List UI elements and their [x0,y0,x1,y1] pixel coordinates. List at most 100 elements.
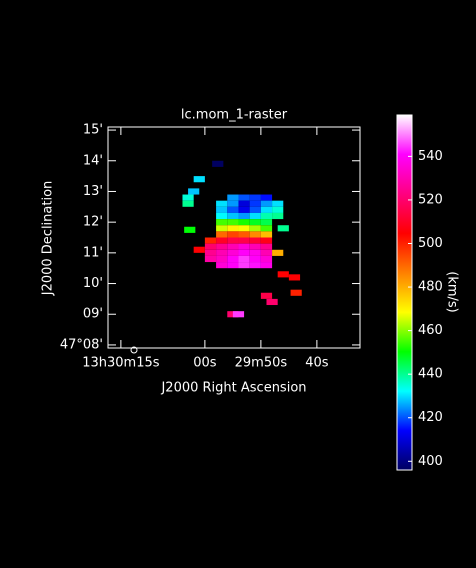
pixel [249,194,261,201]
y-tick-label: 13' [83,184,103,199]
pixel [227,219,239,226]
pixel [227,206,239,213]
pixel [216,212,228,220]
pixel [272,212,284,220]
pixel [260,243,273,250]
pixel [193,246,205,253]
pixel [216,219,228,226]
pixel [238,200,250,207]
colorbar-tick-label: 520 [418,192,443,207]
pixel [288,274,301,281]
colorbar-tick-label: 400 [418,454,443,469]
pixel [216,255,228,263]
y-axis-label: J2000 Declination [41,181,56,297]
pixel [249,206,261,213]
pixel [216,262,228,269]
pixel [260,237,273,244]
x-axis-label: J2000 Right Ascension [160,381,306,396]
pixel [216,200,228,207]
pixel [204,243,217,250]
pixel [227,249,239,256]
y-tick-label: 12' [83,215,103,230]
y-tick-label: 10' [83,276,103,291]
colorbar [396,114,413,471]
pixel [238,237,250,244]
pixel [227,262,239,269]
y-tick-label: 11' [83,245,103,260]
pixel [238,194,250,201]
pixel [227,237,239,244]
colorbar-label: (km/s) [445,271,460,313]
chart-title: lc.mom_1-raster [181,108,288,123]
pixel [238,206,250,213]
x-tick-label: 00s [193,356,217,371]
pixel [193,176,205,183]
y-tick-label: 47°08' [60,337,103,352]
pixel [238,225,250,232]
pixel [204,255,217,263]
pixel [260,225,273,232]
pixel [238,219,250,226]
pixel [238,262,250,269]
pixel [182,200,194,207]
pixel [260,219,273,226]
pixel [204,249,217,256]
colorbar-tick-label: 420 [418,410,443,425]
pixel [184,226,196,233]
pixel [266,298,278,306]
x-tick-label: 13h30m15s [82,356,160,371]
pixel [227,200,239,207]
pixel [260,231,273,238]
pixel [260,206,273,213]
pixel [227,231,239,238]
pixel [249,243,261,250]
pixel [260,249,273,256]
pixel [227,194,239,201]
pixel [204,237,217,244]
y-tick-label: 09' [83,307,103,322]
colorbar-tick-label: 540 [418,149,443,164]
pixel [290,289,302,296]
pixel [249,255,261,263]
pixel [272,200,284,207]
pixel [260,262,273,269]
pixel [238,255,250,263]
pixel [249,225,261,232]
pixel [216,231,228,238]
pixel [249,200,261,207]
colorbar-tick-label: 440 [418,367,443,382]
x-tick-label: 40s [305,356,329,371]
plot-frame [107,126,361,349]
pixel [272,249,284,256]
pixel [227,243,239,250]
y-tick-label: 14' [83,153,103,168]
pixel [216,243,228,250]
pixel [238,231,250,238]
pixel [277,225,289,232]
colorbar-tick-label: 500 [418,236,443,251]
pixel [260,255,273,263]
pixel [232,311,245,318]
pixel [249,237,261,244]
colorbar-tick-label: 460 [418,323,443,338]
x-tick-label: 29m50s [235,356,288,371]
pixel [238,212,250,220]
pixel [212,160,224,167]
y-tick-label: 15' [83,123,103,138]
pixel [249,249,261,256]
pixel [216,225,228,232]
pixel [216,206,228,213]
colorbar-tick-label: 480 [418,280,443,295]
pixel [216,237,228,244]
pixel [249,231,261,238]
pixel [260,292,273,299]
pixel [249,262,261,269]
pixel [260,194,273,201]
pixel [249,212,261,220]
pixel [238,243,250,250]
pixel [216,249,228,256]
pixel [227,225,239,232]
pixel [227,212,239,220]
pixel [227,255,239,263]
